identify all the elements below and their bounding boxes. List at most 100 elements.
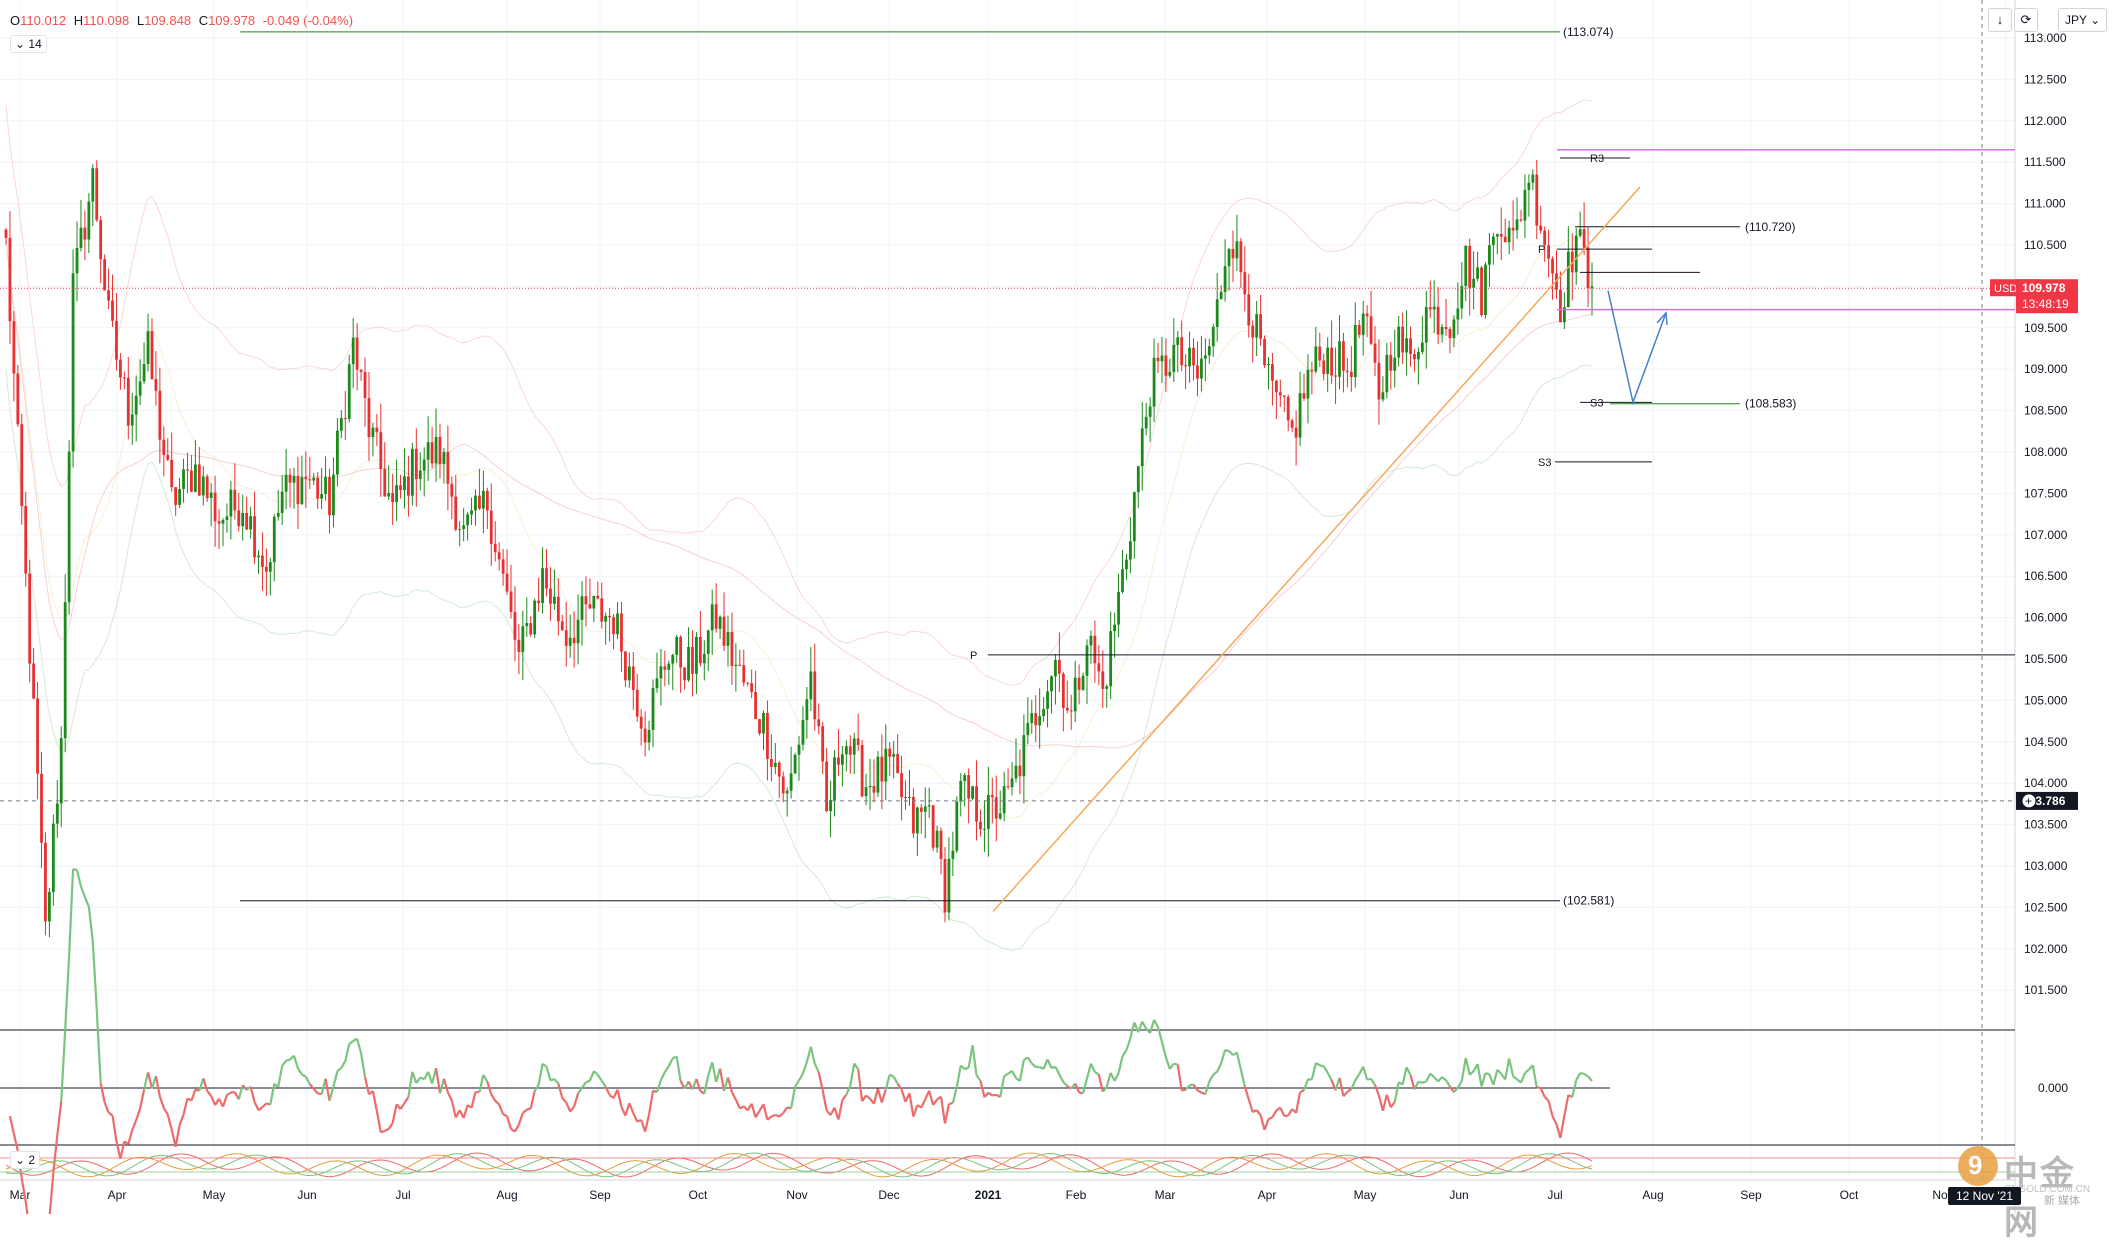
oscillator-segment <box>1213 1072 1217 1075</box>
y-tick-label: 109.500 <box>2024 321 2068 335</box>
oscillator-segment <box>815 1064 819 1072</box>
pivot-short-label: P <box>1538 244 1545 256</box>
candle-body <box>667 664 670 670</box>
candle <box>967 768 970 823</box>
oscillator-segment <box>203 1078 207 1091</box>
candle-body <box>1338 341 1341 376</box>
candle <box>577 594 580 664</box>
indicator-14-legend[interactable]: ⌄ 14 <box>10 35 47 53</box>
y-tick-label: 104.000 <box>2024 776 2068 790</box>
crosshair-date-badge: 12 Nov '21 <box>1948 1187 2021 1205</box>
candle-body <box>557 597 560 622</box>
oscillator-segment <box>464 1105 468 1118</box>
candle-body <box>589 604 592 608</box>
candle-body <box>1500 234 1503 237</box>
oscillator-segment <box>661 1072 665 1080</box>
candle <box>40 752 43 868</box>
candle <box>1153 338 1156 422</box>
candle <box>1531 169 1534 190</box>
oscillator-segment <box>1411 1075 1415 1089</box>
oscillator-segment <box>712 1062 716 1082</box>
candle-body <box>663 666 666 669</box>
oscillator-segment <box>1059 1075 1063 1082</box>
candle <box>466 512 469 541</box>
candle <box>778 761 781 798</box>
candle-body <box>1425 307 1428 342</box>
candle <box>652 680 655 748</box>
oscillator-segment <box>961 1065 965 1069</box>
oscillator-segment <box>1020 1060 1024 1081</box>
candle-body <box>131 415 134 426</box>
candle <box>596 582 599 600</box>
candle-body <box>679 637 682 668</box>
indicator-2-value: 2 <box>28 1153 35 1167</box>
candle-body <box>691 647 694 674</box>
price-chart-svg[interactable]: 113.000112.500112.000111.500111.000110.5… <box>0 0 2113 1214</box>
candle <box>482 471 485 533</box>
indicator-14-value: 14 <box>28 37 41 51</box>
candle-body <box>320 494 323 499</box>
candle-body <box>1330 348 1333 376</box>
oscillator-segment <box>258 1107 262 1110</box>
candle <box>873 759 876 802</box>
candle-body <box>541 568 544 603</box>
candle-body <box>84 228 87 240</box>
candle-body <box>849 746 852 754</box>
oscillator-segment <box>980 1081 984 1097</box>
candle-body <box>967 775 970 799</box>
oscillator-segment <box>1588 1076 1592 1081</box>
y-tick-label: 112.000 <box>2024 114 2067 128</box>
oscillator-segment <box>109 1113 113 1116</box>
currency-selector[interactable]: JPY ⌄ <box>2058 8 2107 32</box>
candle-body <box>829 800 832 811</box>
candle-body <box>143 364 146 381</box>
oscillator-segment <box>1178 1065 1182 1091</box>
oscillator-segment <box>1320 1065 1324 1066</box>
x-tick-label: No <box>1932 1188 1948 1202</box>
oscillator-segment <box>1138 1022 1142 1033</box>
candle <box>1385 343 1388 398</box>
candle-body <box>1326 348 1329 374</box>
candle <box>506 549 509 595</box>
candle <box>715 583 718 633</box>
oscillator-segment <box>282 1061 286 1066</box>
candle-body <box>308 479 311 480</box>
candle <box>56 780 59 838</box>
candle-body <box>1243 272 1246 294</box>
oscillator-segment <box>1083 1078 1087 1093</box>
oscillator-segment <box>586 1081 590 1083</box>
candle-body <box>1358 325 1361 335</box>
oscillator-segment <box>1249 1099 1253 1112</box>
candle-body <box>644 729 647 743</box>
candle <box>502 549 505 586</box>
candle <box>1437 287 1440 344</box>
refresh-icon[interactable]: ⟳ <box>2014 8 2038 32</box>
candle <box>379 404 382 497</box>
candle-body <box>435 437 438 463</box>
candle <box>790 747 793 799</box>
candle <box>1303 374 1306 401</box>
x-tick-label: Jun <box>297 1188 316 1202</box>
candle <box>620 602 623 672</box>
candle <box>498 542 501 570</box>
level-110720-label: (110.720) <box>1745 220 1795 234</box>
oscillator-segment <box>479 1075 483 1092</box>
oscillator-segment <box>633 1113 637 1122</box>
candle <box>1583 202 1586 255</box>
candle <box>293 468 296 509</box>
oscillator-segment <box>669 1058 673 1066</box>
candle <box>1508 221 1511 254</box>
candle <box>798 736 801 781</box>
indicator-2-legend[interactable]: ⌄ 2 <box>10 1151 40 1169</box>
candle <box>111 274 114 327</box>
candle-body <box>1247 294 1250 325</box>
scroll-down-icon[interactable]: ↓ <box>1988 8 2012 32</box>
oscillator-segment <box>77 870 81 886</box>
collapse-icon[interactable]: ⌄ <box>15 1153 25 1167</box>
candle <box>328 469 331 534</box>
candle <box>750 670 753 699</box>
oscillator-line <box>10 869 1592 1214</box>
collapse-icon[interactable]: ⌄ <box>15 37 25 51</box>
candle <box>794 753 797 774</box>
